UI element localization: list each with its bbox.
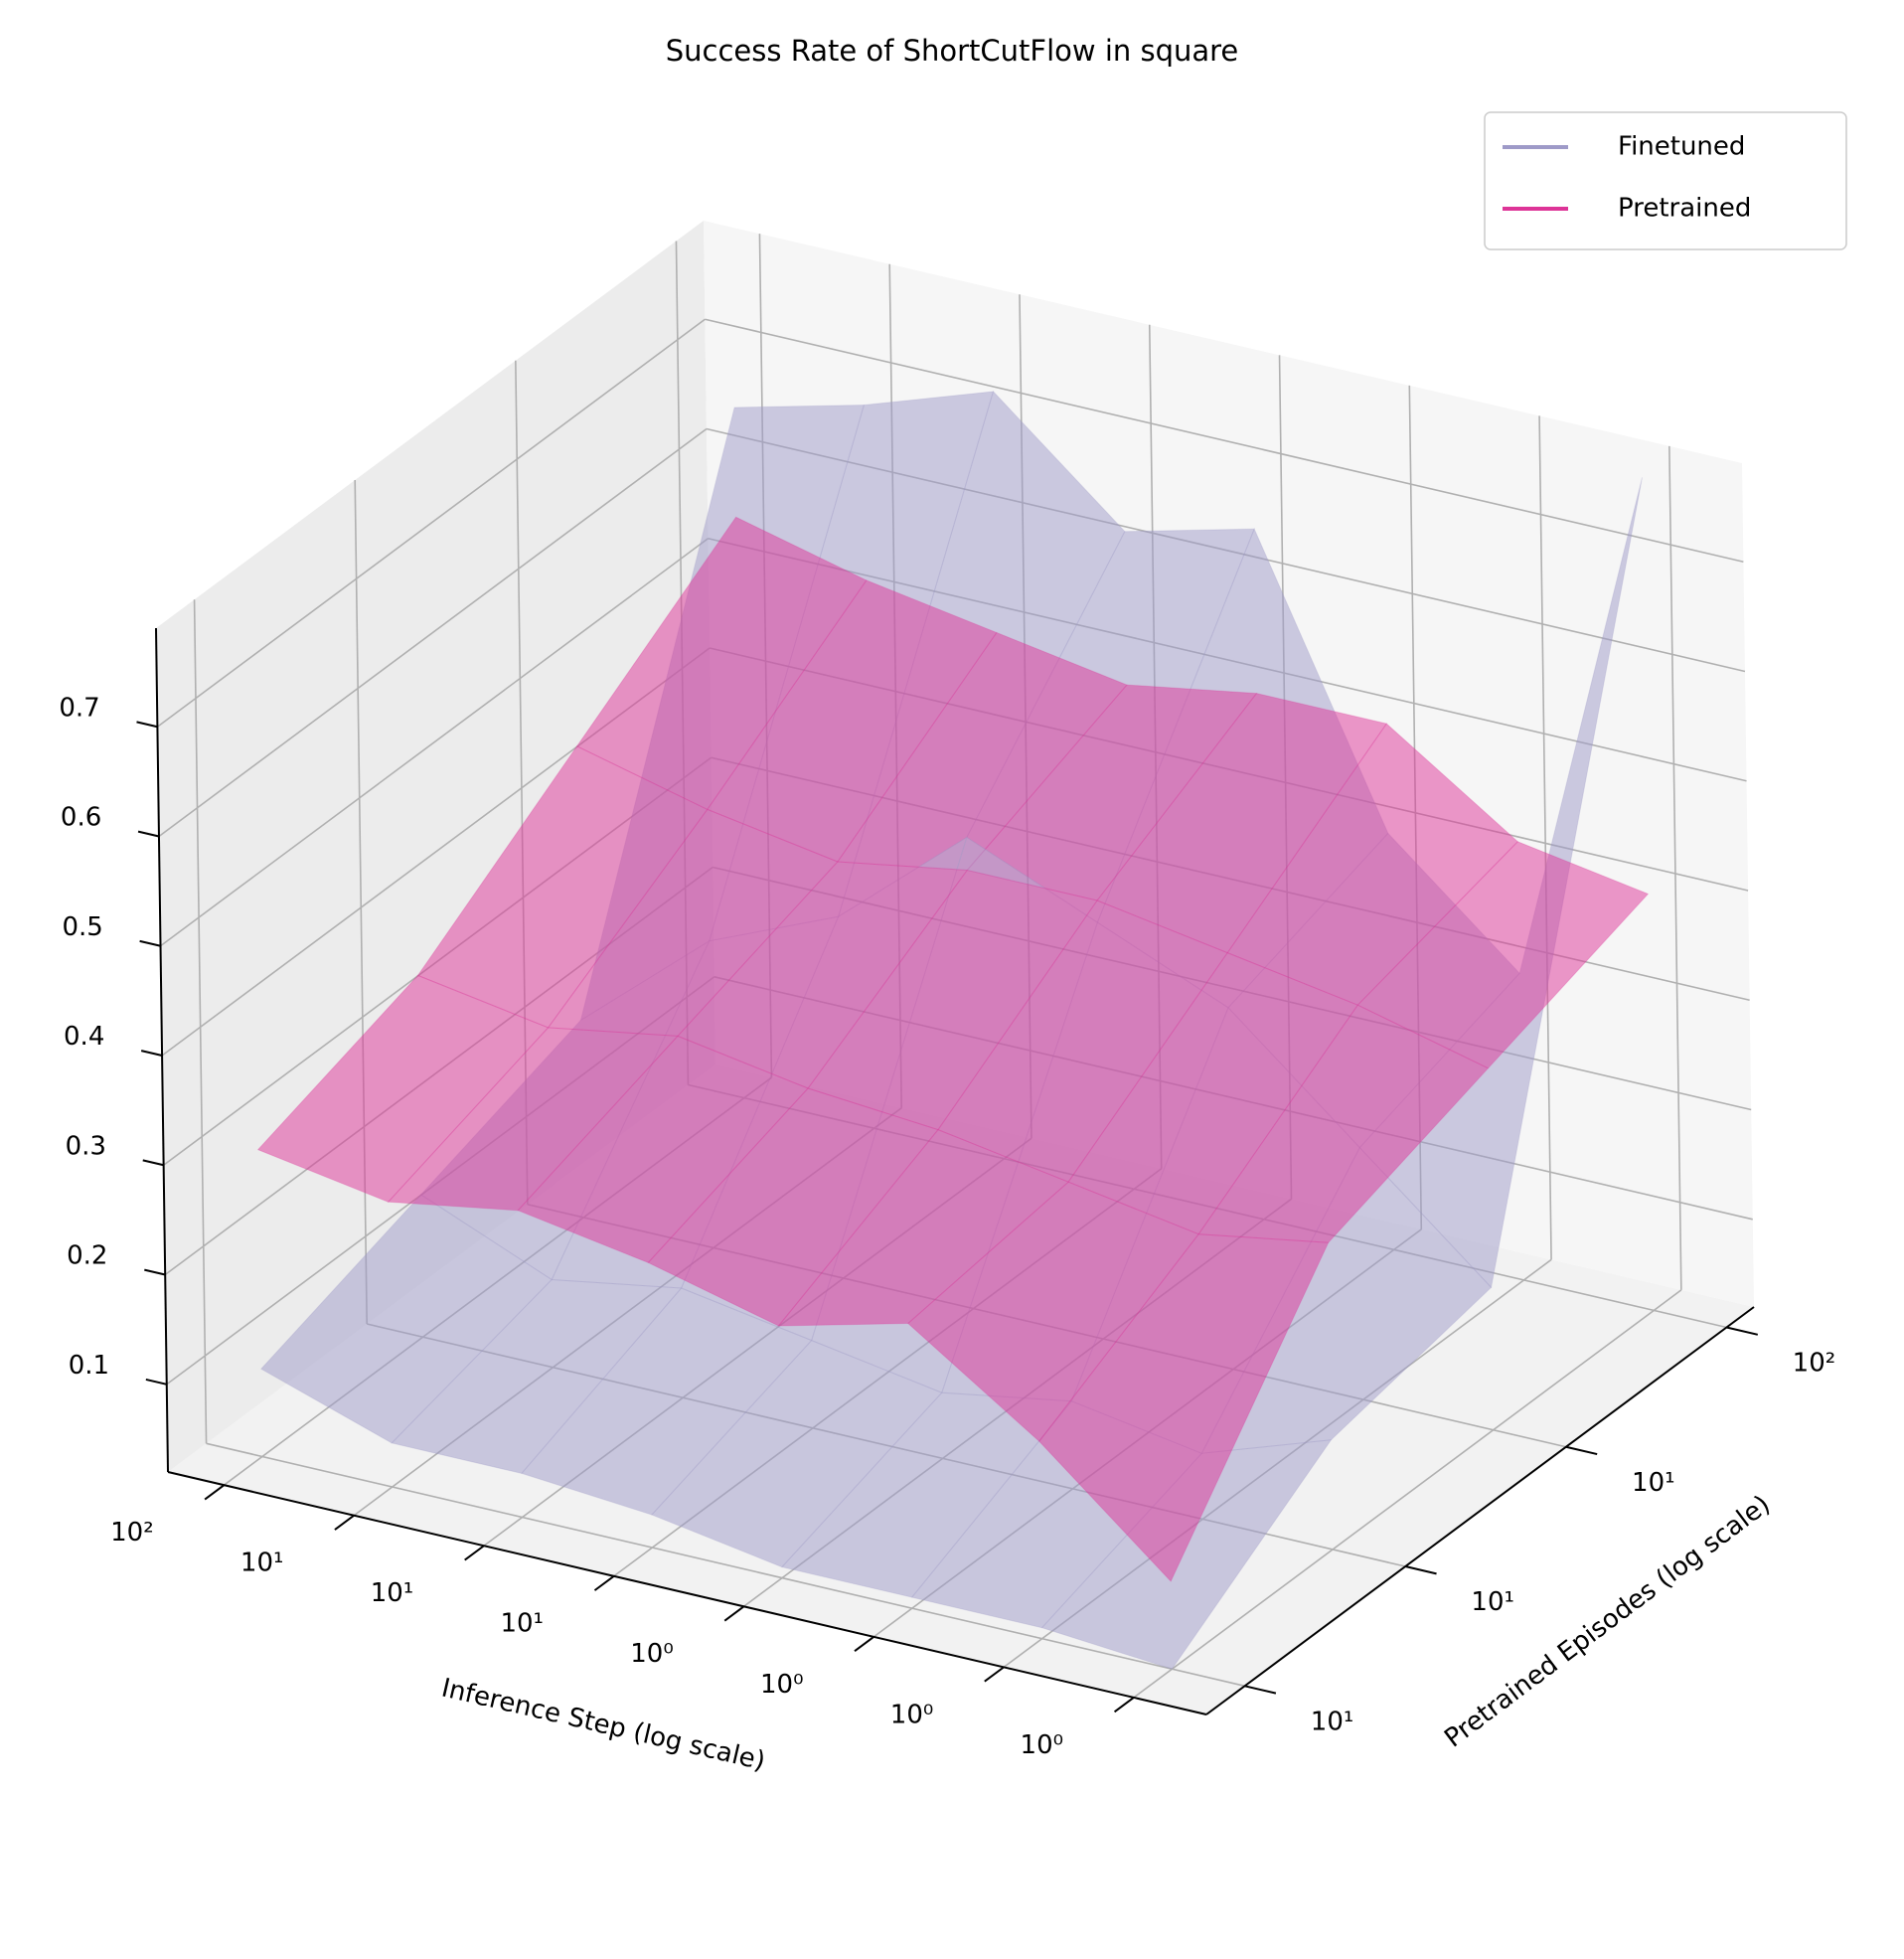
y-tick-label: 10¹ xyxy=(1632,1468,1675,1498)
y-tick xyxy=(1726,1326,1759,1336)
x-tick xyxy=(464,1545,485,1561)
y-tick-label: 10¹ xyxy=(1471,1587,1514,1617)
grid-line xyxy=(156,318,706,728)
x-tick xyxy=(723,1605,745,1622)
x-tick xyxy=(334,1514,355,1531)
y-axis xyxy=(1205,1306,1755,1715)
x-axis xyxy=(167,1471,1207,1715)
x-tick xyxy=(854,1636,874,1653)
y-tick-label: 10² xyxy=(1793,1349,1836,1379)
z-tick xyxy=(136,721,158,729)
surface-face xyxy=(1197,1004,1490,1243)
x-tick-label: 10⁰ xyxy=(1021,1730,1064,1760)
z-tick xyxy=(139,939,161,947)
x-tick-label: 10⁰ xyxy=(760,1670,804,1700)
y-tick xyxy=(1244,1685,1277,1695)
z-tick xyxy=(145,1378,167,1386)
grid-line xyxy=(158,427,708,838)
x-tick-label: 10⁰ xyxy=(890,1700,934,1729)
grid-line xyxy=(1538,415,1552,1260)
z-tick xyxy=(144,1268,166,1276)
z-tick xyxy=(140,1050,163,1057)
x-tick-label: 10⁰ xyxy=(630,1639,674,1669)
grid-line xyxy=(206,1442,1245,1688)
grid-line xyxy=(160,538,709,947)
grid-line xyxy=(1133,1289,1682,1699)
legend-label: Finetuned xyxy=(1618,132,1745,162)
x-tick-label: 10¹ xyxy=(240,1549,284,1578)
z-tick xyxy=(142,1159,164,1167)
x-axis-label: Inference Step (log scale) xyxy=(438,1673,767,1776)
grid-line xyxy=(1668,445,1682,1290)
legend-box xyxy=(1484,111,1847,250)
x-tick xyxy=(1113,1697,1135,1714)
y-tick xyxy=(1404,1565,1437,1575)
z-tick xyxy=(137,830,160,838)
x-tick-label: 10¹ xyxy=(500,1609,544,1639)
y-axis-label: Pretrained Episodes (log scale) xyxy=(1439,1490,1776,1754)
chart-title: Success Rate of ShortCutFlow in square xyxy=(666,34,1239,68)
z-tick-label: 0.2 xyxy=(67,1241,107,1271)
z-axis xyxy=(155,627,169,1473)
z-tick-label: 0.4 xyxy=(64,1022,104,1052)
y-tick xyxy=(1565,1445,1598,1456)
z-tick-label: 0.3 xyxy=(66,1131,106,1161)
legend-label: Pretrained xyxy=(1618,194,1751,224)
surface-face xyxy=(1038,1233,1330,1582)
z-tick-label: 0.6 xyxy=(61,803,101,833)
z-tick-label: 0.5 xyxy=(62,912,102,942)
x-tick-label: 10² xyxy=(110,1518,154,1548)
grid-line xyxy=(705,318,1744,564)
x-tick xyxy=(204,1484,226,1501)
x-tick-label: 10¹ xyxy=(371,1578,414,1608)
z-tick-label: 0.1 xyxy=(69,1351,109,1381)
x-tick xyxy=(593,1574,615,1591)
z-tick-label: 0.7 xyxy=(59,693,99,723)
y-tick-label: 10¹ xyxy=(1311,1708,1354,1737)
grid-line xyxy=(193,599,208,1444)
x-tick xyxy=(984,1666,1005,1683)
